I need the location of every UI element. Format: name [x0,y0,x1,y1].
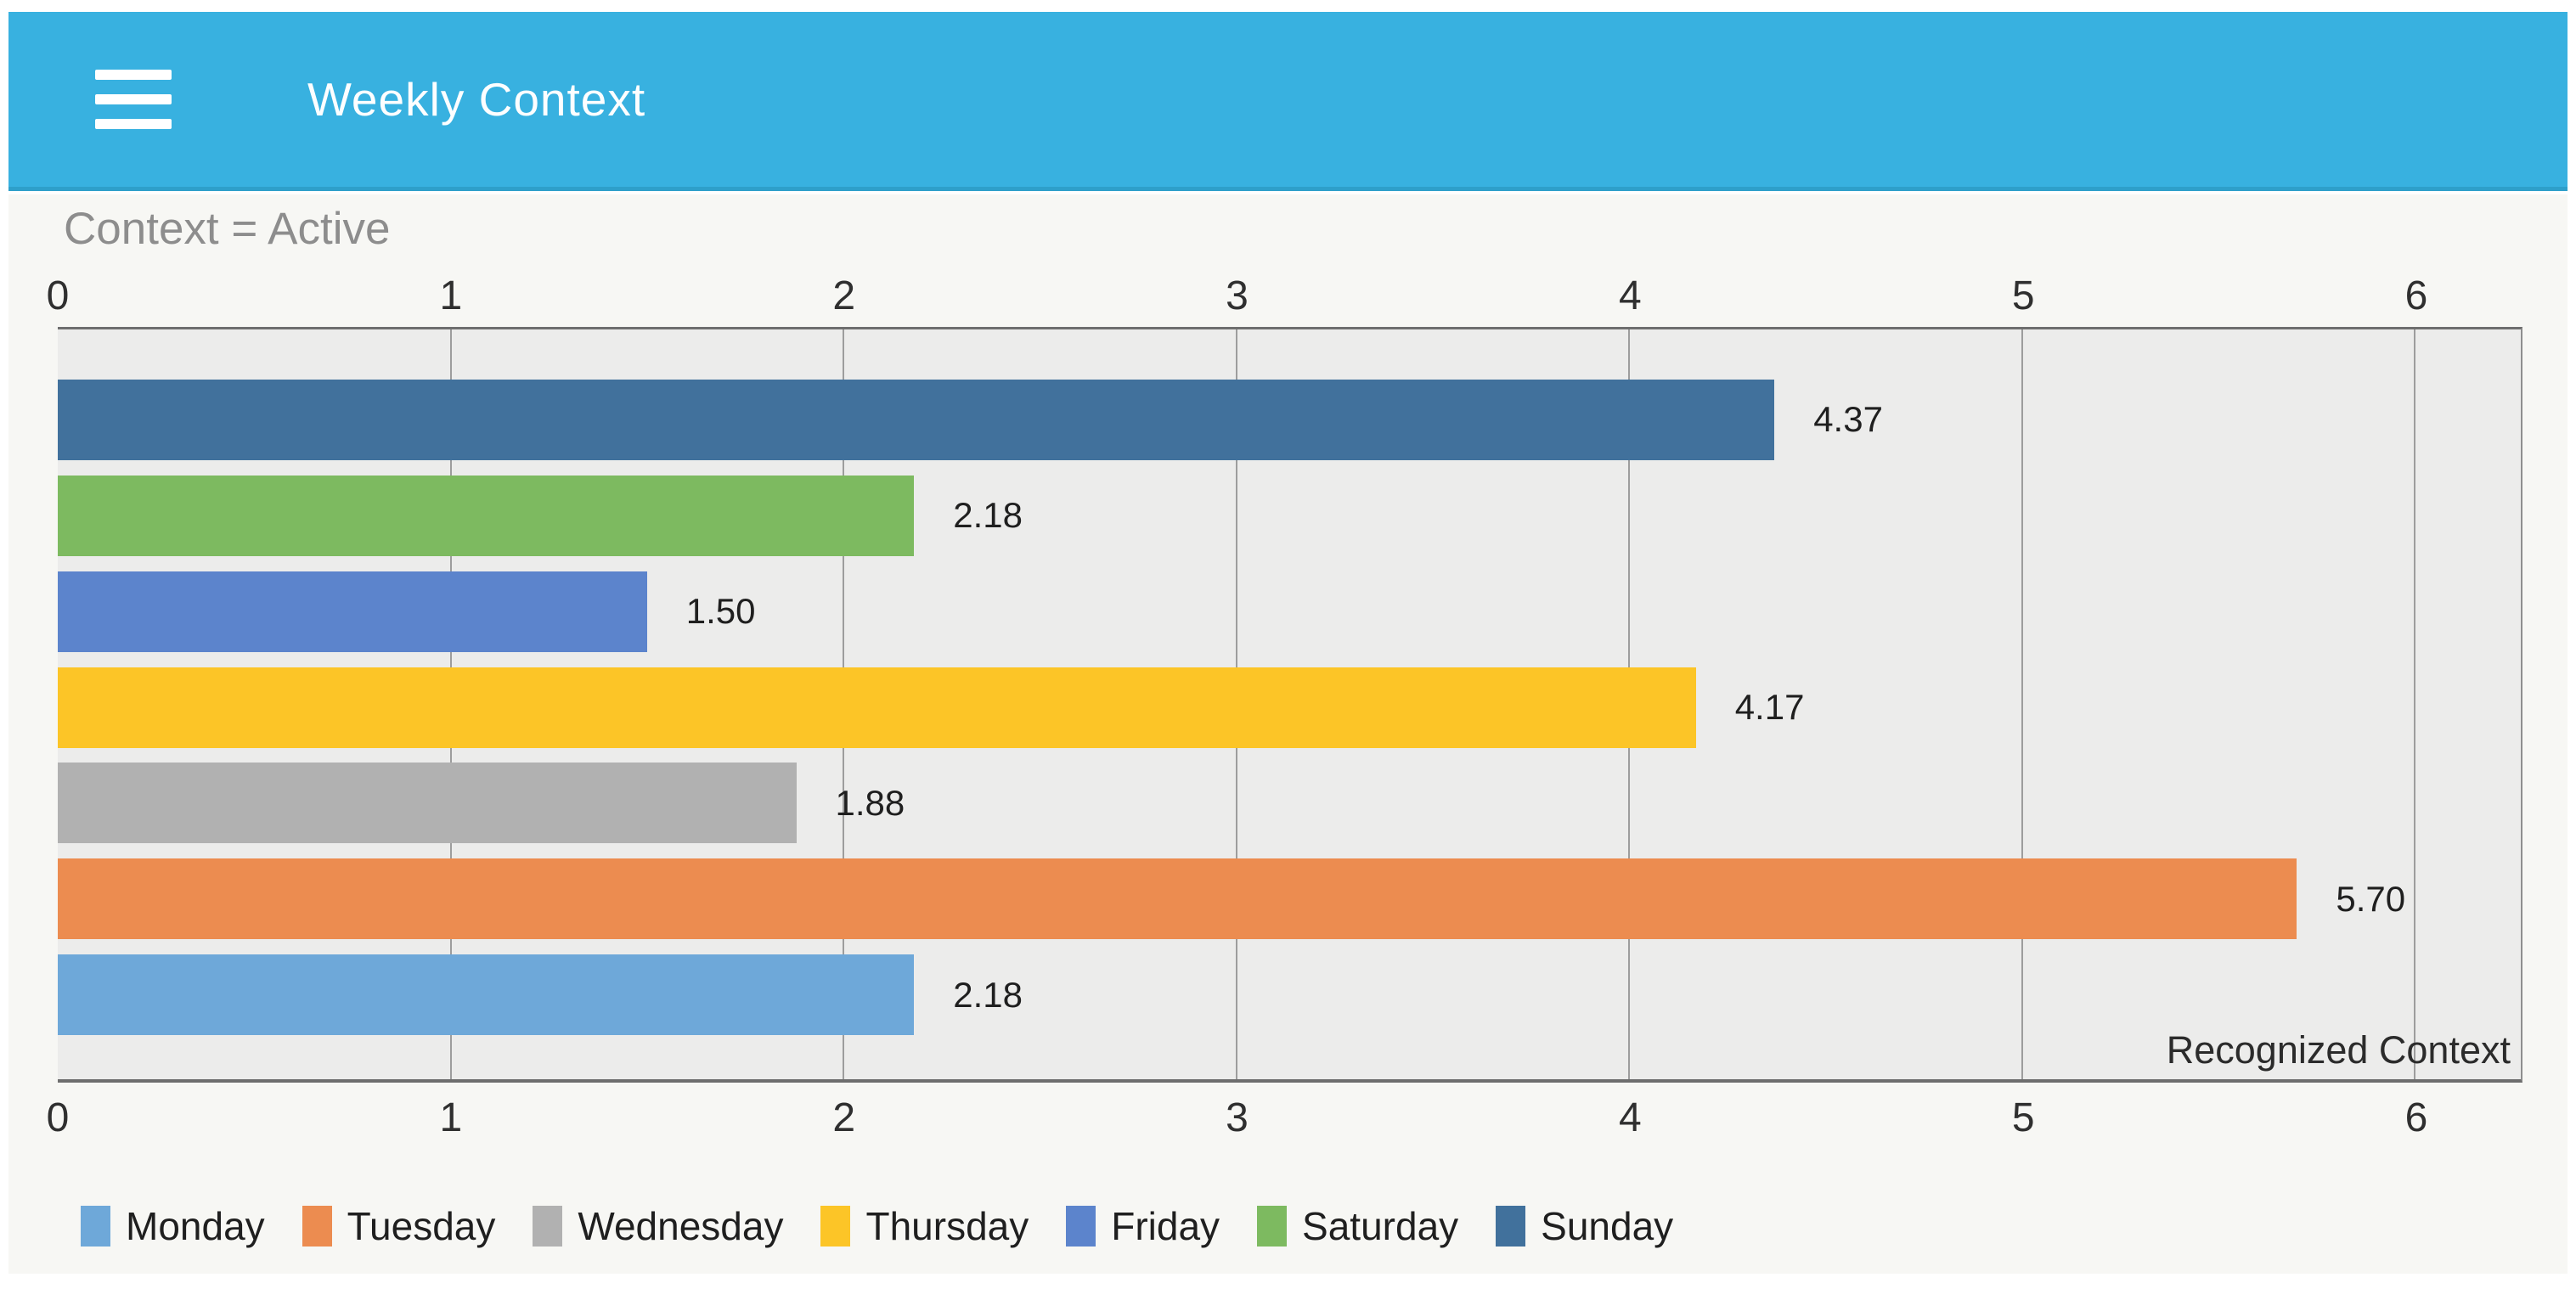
legend-swatch-icon [302,1206,332,1247]
bar-row-friday: 1.50 [58,564,2521,660]
legend-swatch-icon [81,1206,110,1247]
x-tick-label-4: 4 [1618,1095,1642,1140]
bar-rows: 4.37 2.18 1.50 4.17 1.88 5.70 2.18 [58,372,2521,1043]
legend-item-sunday: Sunday [1496,1203,1673,1249]
bar-value-label: 2.18 [953,495,1023,536]
app-header: Weekly Context [8,12,2568,191]
bar-tuesday[interactable] [58,858,2297,940]
bar-row-thursday: 4.17 [58,660,2521,756]
x-tick-label-2: 2 [832,1095,856,1140]
axis-annotation: Recognized Context [2166,1028,2511,1072]
legend-item-monday: Monday [81,1203,265,1249]
legend-label: Thursday [865,1204,1029,1248]
bar-value-label: 1.88 [835,782,905,823]
bar-value-label: 2.18 [953,974,1023,1015]
bar-monday[interactable] [58,954,915,1036]
x-axis-top-ticks: 0 1 2 3 4 5 6 [47,271,2522,322]
bar-value-label: 4.37 [1813,399,1883,440]
hamburger-menu-icon[interactable] [87,53,180,146]
bar-row-monday: 2.18 [58,947,2521,1043]
bar-sunday[interactable] [58,379,1775,460]
bar-value-label: 4.17 [1734,687,1805,727]
legend-swatch-icon [1496,1206,1526,1247]
legend-swatch-icon [820,1206,851,1247]
app-title: Weekly Context [307,73,646,126]
chart-title: Context = Active [64,204,391,254]
x-tick-label-6: 6 [2404,273,2428,318]
x-tick-label-3: 3 [1226,273,1249,318]
legend-item-friday: Friday [1066,1203,1220,1249]
legend-label: Monday [126,1204,265,1248]
legend-swatch-icon [1066,1206,1096,1247]
legend-item-tuesday: Tuesday [302,1203,496,1249]
legend-label: Tuesday [347,1204,496,1248]
x-tick-label-2: 2 [832,273,856,318]
bar-row-sunday: 4.37 [58,372,2521,468]
x-tick-label-0: 0 [46,273,70,318]
bar-thursday[interactable] [58,667,1696,748]
legend-item-saturday: Saturday [1257,1203,1458,1249]
legend-label: Sunday [1541,1204,1674,1248]
legend-label: Wednesday [578,1204,784,1248]
chart-panel: Context = Active 0 1 2 3 4 5 6 4.37 2.18 1.50 4.1… [8,194,2568,1274]
bar-friday[interactable] [58,571,647,652]
bar-wednesday[interactable] [58,763,797,844]
chart-legend: Monday Tuesday Wednesday Thursday Friday Satu… [81,1203,1673,1249]
legend-item-wednesday: Wednesday [533,1203,783,1249]
legend-label: Friday [1111,1204,1220,1248]
bar-saturday[interactable] [58,475,915,556]
x-tick-label-0: 0 [46,1095,70,1140]
x-axis-bottom-ticks: 0 1 2 3 4 5 6 [47,1093,2522,1144]
legend-label: Saturday [1302,1204,1459,1248]
x-tick-label-5: 5 [2011,1095,2035,1140]
x-tick-label-5: 5 [2011,273,2035,318]
bar-row-wednesday: 1.88 [58,755,2521,851]
x-tick-label-1: 1 [439,273,463,318]
x-tick-label-3: 3 [1226,1095,1249,1140]
bar-row-tuesday: 5.70 [58,851,2521,947]
gridline-x-5 [2021,329,2023,1079]
legend-swatch-icon [533,1206,563,1247]
plot-area: 4.37 2.18 1.50 4.17 1.88 5.70 2.18 Recognized … [58,327,2522,1083]
legend-swatch-icon [1257,1206,1288,1247]
gridline-x-6 [2414,329,2416,1079]
bar-row-saturday: 2.18 [58,468,2521,564]
legend-item-thursday: Thursday [820,1203,1029,1249]
bar-value-label: 5.70 [2336,878,2406,919]
x-tick-label-6: 6 [2404,1095,2428,1140]
x-tick-label-4: 4 [1618,273,1642,318]
x-tick-label-1: 1 [439,1095,463,1140]
bar-value-label: 1.50 [685,591,756,632]
